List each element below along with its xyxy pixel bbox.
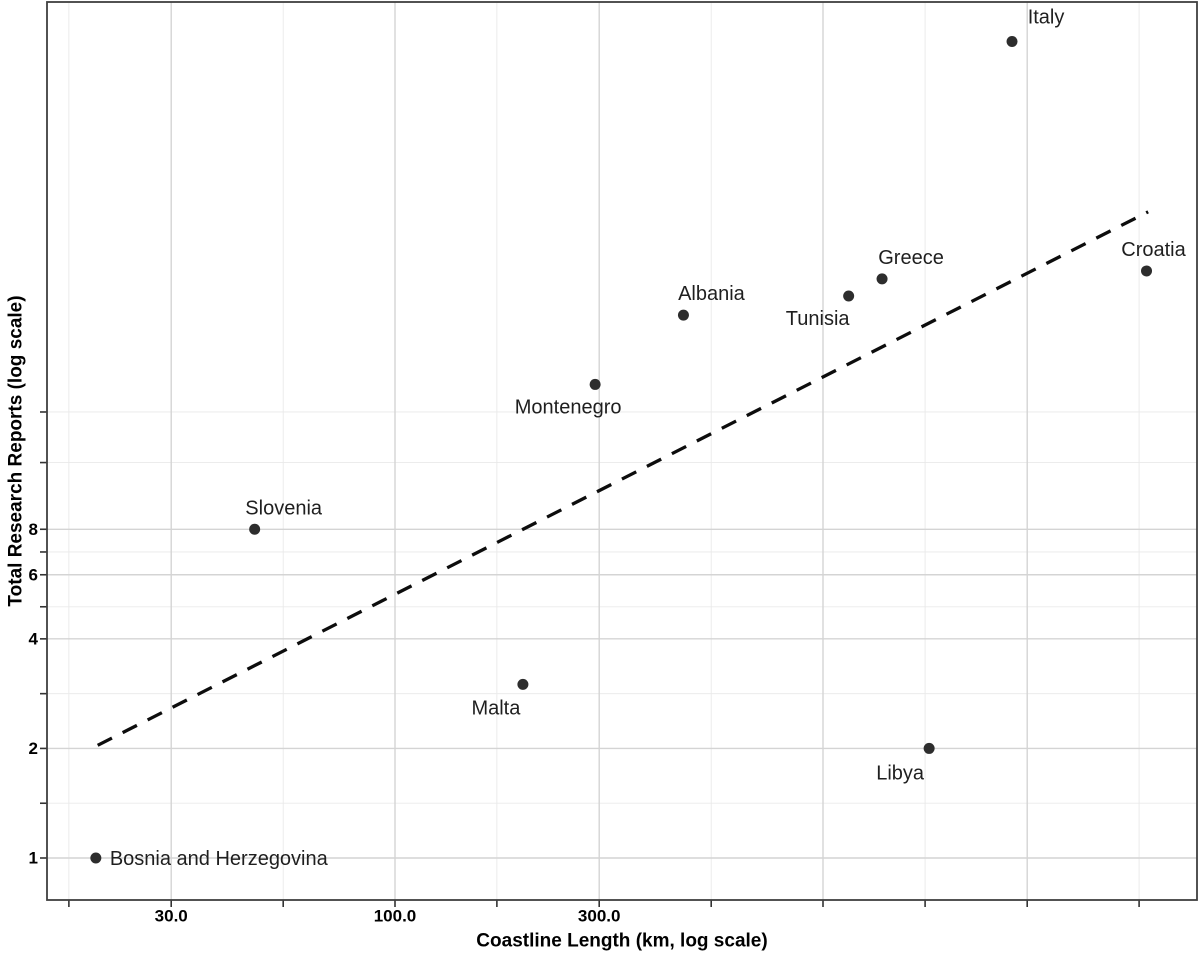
x-tick-label: 30.0: [155, 907, 188, 926]
trend-line: [96, 210, 1149, 747]
y-tick-label: 1: [29, 849, 38, 868]
tick-labels: 30.0 100.0 300.0 1 2 4 6 8: [29, 520, 621, 926]
x-tick-label: 300.0: [578, 907, 621, 926]
data-point-malta: [517, 678, 529, 690]
data-point-tunisia: [843, 290, 855, 302]
y-tick-label: 6: [29, 565, 38, 584]
data-point-albania: [677, 309, 689, 321]
data-point-slovenia: [249, 523, 261, 535]
point-label-bosnia-and-herzegovina: Bosnia and Herzegovina: [110, 848, 329, 870]
point-label-libya: Libya: [876, 762, 925, 784]
point-labels: Italy Greece Croatia Tunisia Albania Monteneg…: [110, 7, 1187, 870]
y-tick-label: 8: [29, 520, 38, 539]
y-axis-title: Total Research Reports (log scale): [6, 295, 27, 606]
data-point-bosnia-and-herzegovina: [90, 852, 102, 864]
point-label-tunisia: Tunisia: [786, 308, 851, 330]
major-gridlines: [47, 2, 1197, 900]
data-point-libya: [923, 742, 935, 754]
minor-gridlines: [47, 2, 1197, 900]
point-label-croatia: Croatia: [1121, 239, 1186, 261]
panel-border: [46, 1, 1198, 901]
point-label-slovenia: Slovenia: [245, 497, 323, 519]
point-label-greece: Greece: [878, 247, 944, 269]
y-tick-label: 4: [29, 629, 39, 648]
x-tick-label: 100.0: [374, 907, 417, 926]
data-points: [90, 36, 1153, 864]
data-point-greece: [876, 273, 888, 285]
point-label-albania: Albania: [678, 283, 746, 305]
x-axis-title: Coastline Length (km, log scale): [476, 931, 767, 952]
point-label-malta: Malta: [471, 697, 521, 719]
y-tick-label: 2: [29, 739, 38, 758]
point-label-montenegro: Montenegro: [515, 396, 622, 418]
point-label-italy: Italy: [1028, 7, 1065, 29]
data-point-croatia: [1141, 265, 1153, 277]
axis-ticks: [40, 411, 1140, 907]
data-point-montenegro: [589, 378, 601, 390]
data-point-italy: [1006, 36, 1018, 48]
